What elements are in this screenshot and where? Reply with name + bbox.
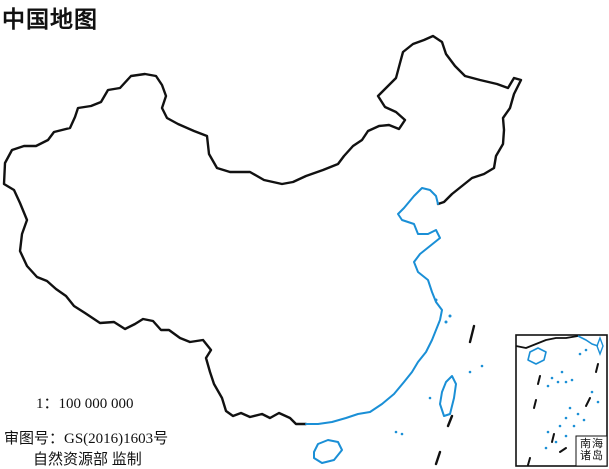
south-sea-inset <box>515 334 608 467</box>
coastal-islets <box>394 298 484 436</box>
land-border <box>2 34 523 426</box>
maritime-dashes <box>434 324 476 466</box>
map-title: 中国地图 <box>2 6 98 33</box>
map-scale: 1：100 000 000 <box>36 396 134 412</box>
inset-label: 南海诸岛 <box>580 437 604 462</box>
approval-number: 审图号：GS(2016)1603号 <box>4 431 169 447</box>
coastline <box>305 187 443 425</box>
hainan-island <box>313 439 343 464</box>
taiwan-island <box>439 375 457 417</box>
supervisor-credit: 自然资源部 监制 <box>33 452 142 468</box>
